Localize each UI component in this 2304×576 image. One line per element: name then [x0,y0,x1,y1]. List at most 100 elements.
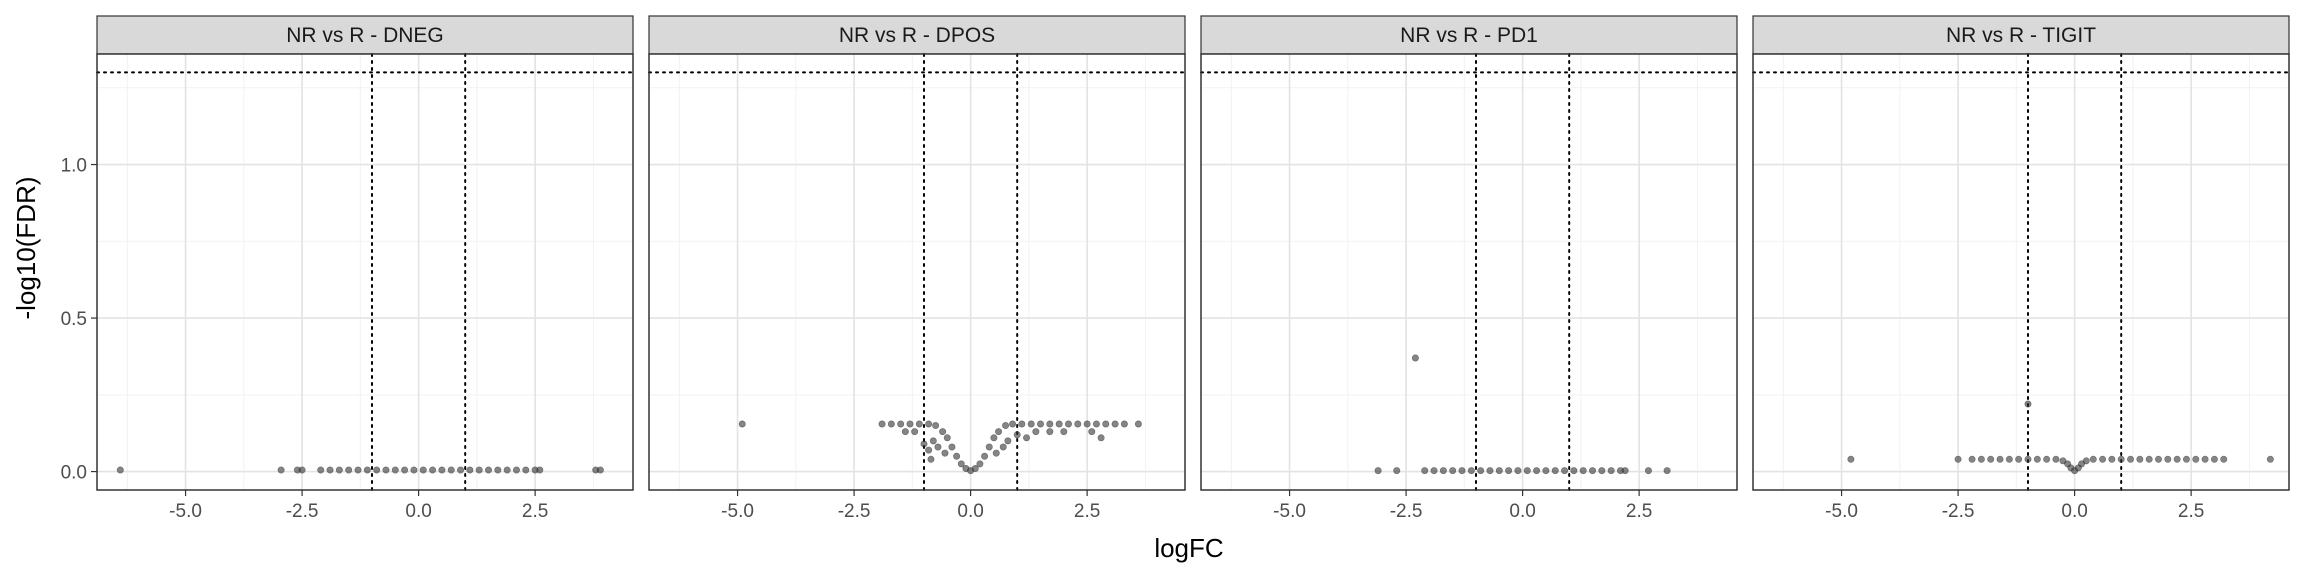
data-point [485,466,493,474]
data-point [1977,455,1985,463]
data-point [2033,455,2041,463]
data-point [2136,455,2144,463]
panel-background [97,54,633,490]
x-tick-label: 0.0 [405,501,431,522]
data-point [985,443,993,451]
data-point [995,428,1003,436]
data-point [522,466,530,474]
data-point [1514,467,1522,475]
data-point [457,466,465,474]
x-axis-title: logFC [1154,533,1223,563]
data-point [1607,467,1615,475]
data-point [298,466,306,474]
data-point [953,452,961,460]
panel-border [96,53,634,491]
data-point [957,460,965,468]
data-point [2082,457,2090,465]
data-point [2024,400,2032,408]
data-point [2108,455,2116,463]
data-point [494,466,502,474]
data-point [1847,455,1855,463]
data-point [466,466,474,474]
data-point [1439,467,1447,475]
data-point [277,466,285,474]
facet-strip [1200,15,1738,55]
data-point [438,466,446,474]
data-point [1523,467,1531,475]
y-tick-label: 0.0 [61,463,87,484]
data-point [2173,455,2181,463]
data-point [1092,420,1100,428]
data-point [1663,467,1671,475]
data-point [897,420,905,428]
panel-background [1201,54,1737,490]
data-point [1954,455,1962,463]
data-point [1542,467,1550,475]
data-point [939,428,947,436]
y-tick-label: 0.5 [61,309,87,330]
x-tick-label: -5.0 [721,501,754,522]
data-point [326,466,334,474]
data-point [1083,420,1091,428]
data-point [345,466,353,474]
data-point [925,420,933,428]
data-point [1120,420,1128,428]
data-point [401,466,409,474]
data-point [447,466,455,474]
data-point [1579,467,1587,475]
data-point [1037,420,1045,428]
data-point [1032,428,1040,436]
data-point [363,466,371,474]
data-point [503,466,511,474]
data-point [999,443,1007,451]
data-point [1004,437,1012,445]
data-point [2220,455,2228,463]
data-point [1374,467,1382,475]
facet-title: NR vs R - DNEG [286,24,444,47]
data-point [1996,455,2004,463]
data-point [335,466,343,474]
data-point [929,437,937,445]
data-point [1134,420,1142,428]
data-point [2210,455,2218,463]
data-point [948,443,956,451]
data-point [1018,420,1026,428]
x-tick-label: 2.5 [2178,501,2204,522]
data-point [2043,455,2051,463]
data-point [941,449,949,457]
data-point [1430,467,1438,475]
facet-title: NR vs R - TIGIT [1946,24,2096,47]
data-point [1551,467,1559,475]
data-point [419,466,427,474]
data-point [373,466,381,474]
x-tick-label: -5.0 [1273,501,1306,522]
data-point [1060,428,1068,436]
data-point [2192,455,2200,463]
data-point [1467,467,1475,475]
data-point [2145,455,2153,463]
data-point [2005,455,2013,463]
data-point [887,420,895,428]
data-point [906,420,914,428]
data-point [911,428,919,436]
data-point [1046,428,1054,436]
data-point [1411,354,1419,362]
data-point [1023,434,1031,442]
data-point [1505,467,1513,475]
data-point [536,466,544,474]
data-point [943,434,951,442]
data-point [382,466,390,474]
facet-panel: NR vs R - PD1 -5.0 -2.5 0.0 2.5 [1200,15,1738,522]
x-tick-label: 2.5 [522,501,548,522]
data-point [410,466,418,474]
data-point [391,466,399,474]
data-point [1449,467,1457,475]
data-point [2052,455,2060,463]
data-point [971,465,979,473]
data-point [1477,467,1485,475]
data-point [920,440,928,448]
data-point [1013,431,1021,439]
data-point [116,466,124,474]
data-point [1027,420,1035,428]
